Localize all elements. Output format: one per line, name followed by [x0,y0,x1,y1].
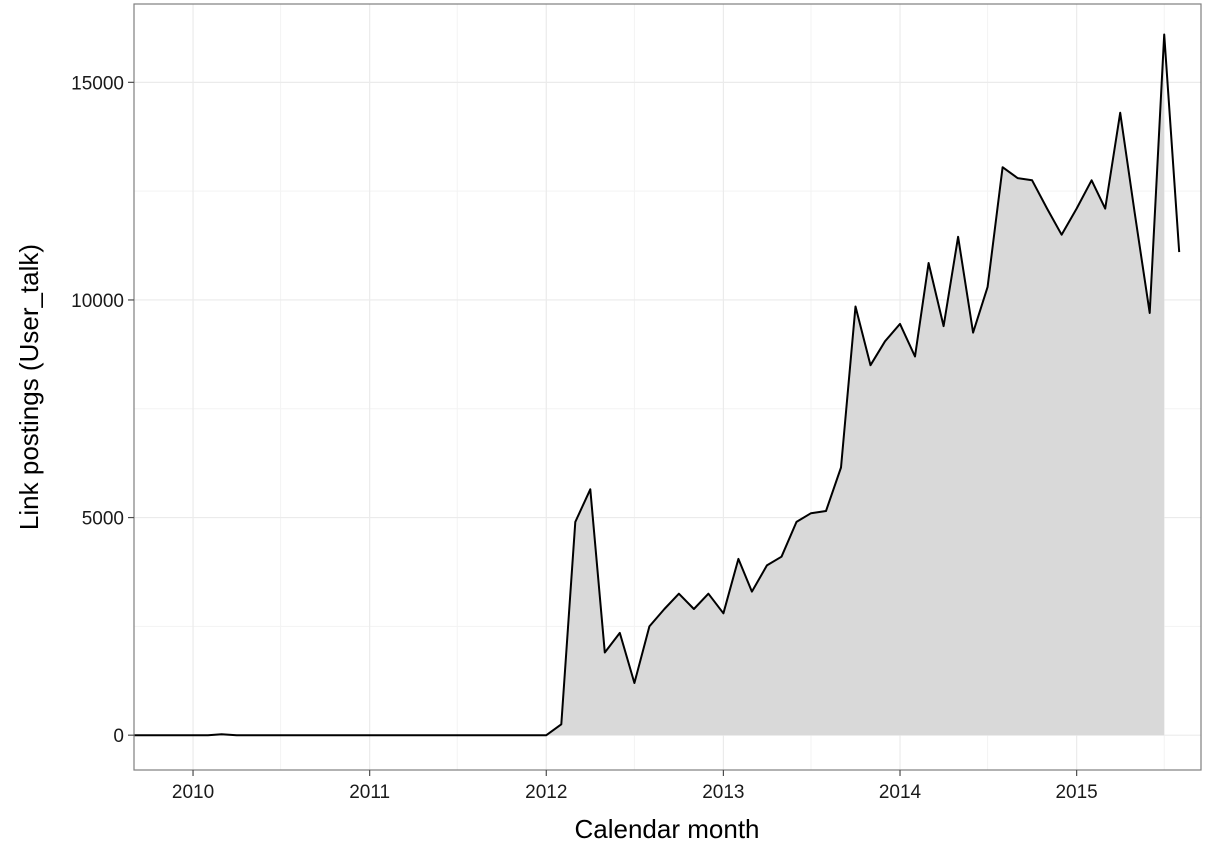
x-tick-label: 2012 [525,782,567,803]
y-tick-label: 0 [113,726,124,747]
y-axis-ticks: 0 5000 10000 15000 [71,73,134,747]
x-axis-ticks: 2010 2011 2012 2013 2014 2015 [172,770,1098,803]
x-tick-label: 2011 [349,782,390,803]
series-line [134,33,1181,737]
x-tick-label: 2015 [1055,782,1097,803]
area-fill [208,34,1165,736]
x-tick-label: 2014 [879,782,922,803]
y-tick-label: 10000 [71,291,124,312]
y-tick-label: 15000 [71,73,124,94]
y-tick-label: 5000 [82,509,124,530]
x-tick-label: 2013 [702,782,744,803]
x-tick-label: 2010 [172,782,214,803]
y-axis-title: Link postings (User_talk) [14,244,44,530]
panel-border [133,3,1202,771]
x-axis-title: Calendar month [575,814,760,844]
